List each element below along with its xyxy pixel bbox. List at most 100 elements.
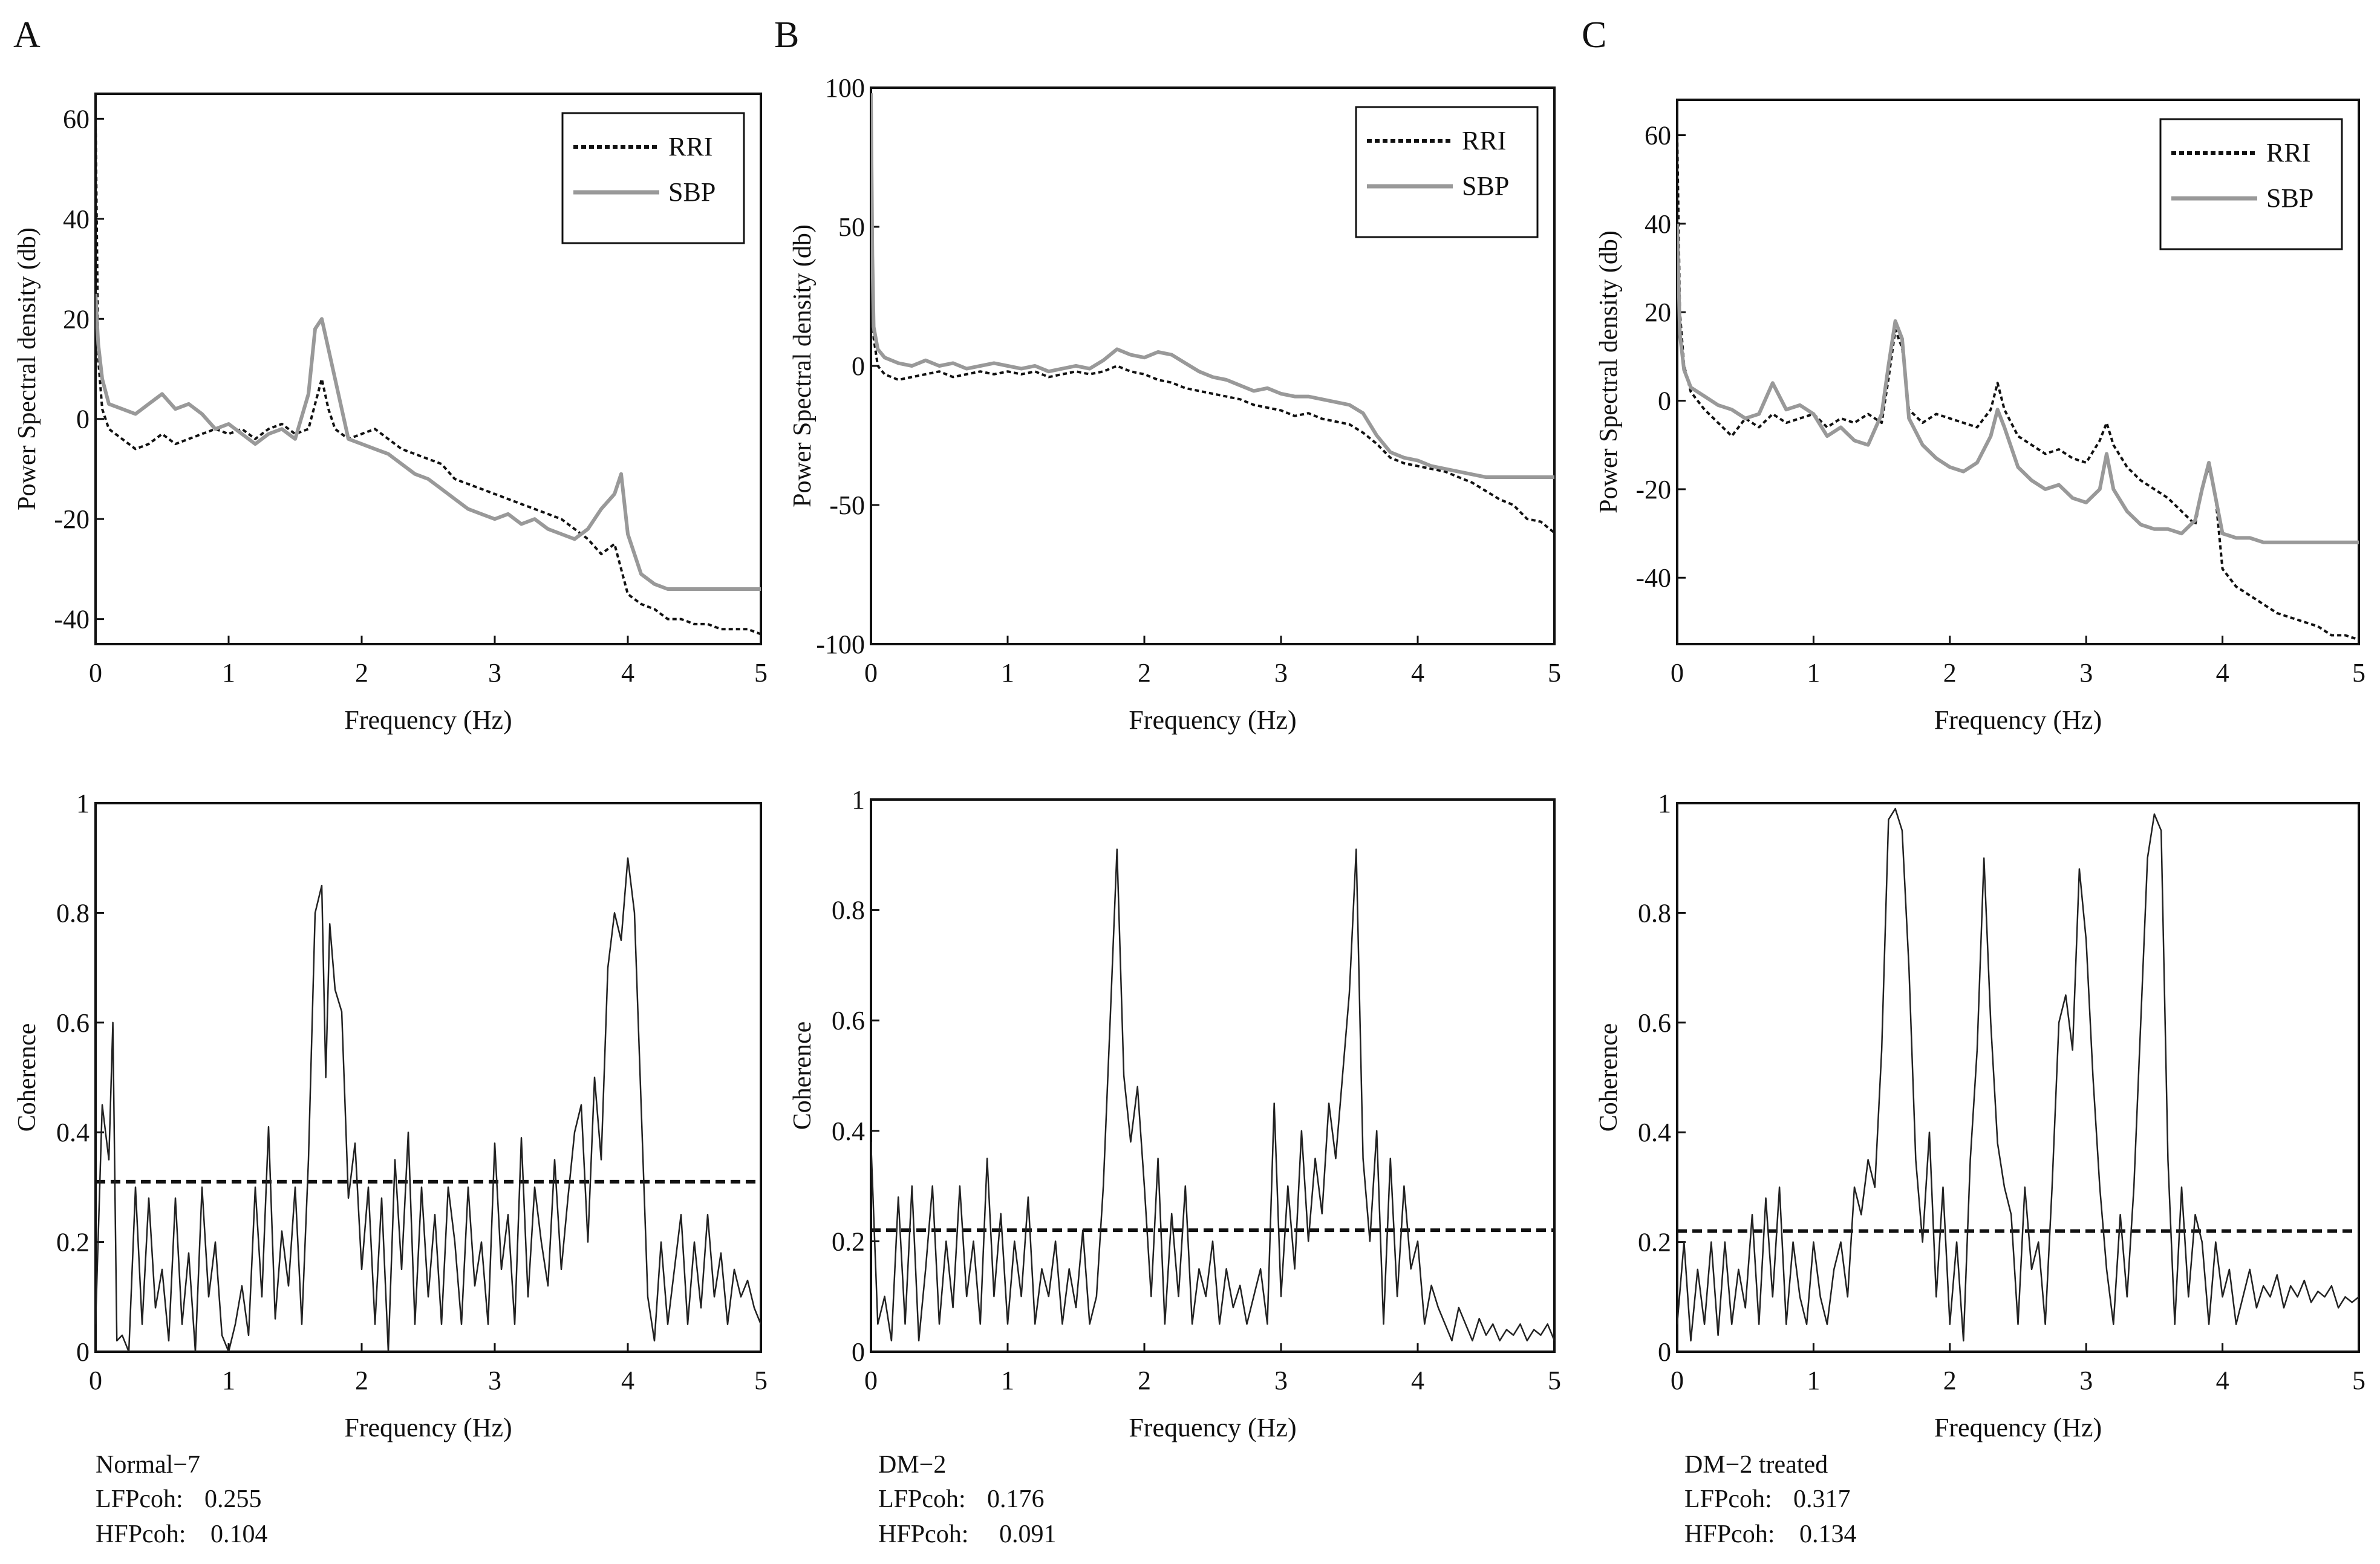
legend-label-rri: RRI [668,132,712,161]
series-line-coherence [1677,807,2359,1342]
x-axis-label: Frequency (Hz) [1934,705,2102,735]
y-axis-label: Power Spectral density (db) [789,224,817,507]
y-tick-label: 0 [852,1337,865,1367]
x-tick-label: 0 [89,658,102,688]
x-tick-label: 2 [1943,1366,1957,1395]
y-tick-label: 0.8 [832,896,865,925]
x-tick-label: 4 [621,1366,634,1395]
y-tick-label: 0 [1658,1337,1671,1367]
y-tick-label: 0 [852,351,865,381]
x-tick-label: 2 [355,1366,368,1395]
caption-c: DM−2 treated LFPcoh: 0.317 HFPcoh: 0.134 [1684,1451,1857,1548]
hfpcoh-value: 0.091 [999,1520,1057,1548]
legend: RRI SBP [1355,106,1539,238]
y-tick-label: 50 [838,212,865,242]
legend-label-sbp: SBP [1462,171,1509,201]
panel-letter-a: A [13,15,41,56]
x-tick-label: 5 [2352,1366,2365,1395]
hfpcoh-label: HFPcoh: [96,1520,186,1548]
caption-a: Normal−7 LFPcoh: 0.255 HFPcoh: 0.104 [96,1451,268,1548]
y-tick-label: -40 [1635,563,1671,593]
y-tick-label: -50 [829,490,865,520]
x-tick-label: 1 [222,658,235,688]
plot-frame [1676,99,2360,645]
legend-box [561,112,745,244]
coherence-plot-a: 0 1 2 3 4 5 0 0.2 0.4 0.6 0.8 1 Frequency (Hz) Cohere… [13,789,768,1442]
legend-label-rri: RRI [2266,138,2310,168]
y-axis-label: Power Spectral density (db) [13,227,41,510]
y-tick-label: 0.6 [832,1006,865,1035]
y-tick-label: 0.2 [832,1227,865,1256]
plot-frame [1676,802,2360,1353]
sample-name: DM−2 treated [1684,1451,1828,1479]
legend-label-sbp: SBP [2266,183,2313,213]
y-tick-label: 0.6 [56,1008,90,1038]
legend-box [2159,118,2343,250]
x-tick-label: 5 [754,1366,768,1395]
y-tick-label: 1 [852,785,865,815]
x-tick-label: 0 [864,658,878,688]
legend: RRI SBP [561,112,745,244]
x-tick-label: 2 [1138,658,1151,688]
x-axis-label: Frequency (Hz) [344,1413,512,1442]
x-tick-label: 3 [2079,658,2093,688]
y-tick-label: 20 [1645,298,1671,327]
x-tick-label: 1 [1001,1366,1014,1395]
lfpcoh-value: 0.176 [987,1485,1045,1513]
lfpcoh-label: LFPcoh: [1684,1485,1772,1513]
y-tick-label: 0.2 [1638,1228,1671,1257]
x-axis-label: Frequency (Hz) [1129,705,1296,735]
y-tick-label: 0 [76,405,90,434]
y-tick-label: 0.4 [56,1118,90,1147]
psd-plot-a: 0 1 2 3 4 5 60 40 20 0 -20 -40 Frequency (Hz) Power S… [13,93,768,735]
series-line-coherence [871,848,1554,1341]
legend-label-rri: RRI [1462,126,1506,155]
x-axis-label: Frequency (Hz) [344,705,512,735]
y-tick-label: 0.8 [1638,898,1671,928]
x-tick-label: 5 [1548,1366,1561,1395]
x-axis-label: Frequency (Hz) [1129,1413,1296,1442]
y-tick-label: -40 [54,605,90,634]
lfpcoh-value: 0.317 [1793,1485,1851,1513]
series-line-sbp [96,293,761,591]
panel-letter-b: B [774,15,799,56]
y-tick-label: 60 [1645,121,1671,151]
series-line-coherence [96,857,761,1352]
series-line-rri [871,212,1554,534]
plot-frame [870,798,1556,1353]
hfpcoh-value: 0.134 [1799,1520,1857,1548]
series-line-rri [1677,135,2359,641]
plot-frame [94,802,762,1353]
y-tick-label: 0.4 [1638,1118,1671,1147]
lfpcoh-value: 0.255 [204,1485,262,1513]
x-tick-label: 4 [621,658,634,688]
coherence-plot-b: 0 1 2 3 4 5 0 0.2 0.4 0.6 0.8 1 Frequency (Hz) Cohere… [789,785,1561,1442]
y-tick-label: 0 [1658,386,1671,416]
y-tick-label: 1 [1658,789,1671,818]
lfpcoh-label: LFPcoh: [878,1485,966,1513]
x-tick-label: 5 [754,658,768,688]
series-line-sbp [871,93,1554,479]
plot-frame [94,93,762,645]
x-tick-label: 4 [2216,658,2229,688]
x-tick-label: 3 [1274,658,1288,688]
y-tick-label: -20 [54,504,90,534]
y-tick-label: 1 [76,789,90,818]
hfpcoh-value: 0.104 [210,1520,268,1548]
y-tick-label: 100 [825,73,865,103]
x-tick-label: 0 [1671,1366,1684,1395]
y-axis-label: Coherence [789,1021,817,1130]
caption-b: DM−2 LFPcoh: 0.176 HFPcoh: 0.091 [878,1451,1057,1548]
x-tick-label: 5 [2352,658,2365,688]
hfpcoh-label: HFPcoh: [1684,1520,1775,1548]
x-tick-label: 1 [1807,1366,1820,1395]
legend-box [1355,106,1539,238]
coherence-plot-c: 0 1 2 3 4 5 0 0.2 0.4 0.6 0.8 1 Frequency (Hz) Cohere… [1595,789,2365,1442]
x-tick-label: 1 [1001,658,1014,688]
hfpcoh-label: HFPcoh: [878,1520,968,1548]
sample-name: Normal−7 [96,1451,200,1479]
y-tick-label: 0.8 [56,898,90,928]
series-line-rri [96,119,761,636]
x-tick-label: 1 [222,1366,235,1395]
